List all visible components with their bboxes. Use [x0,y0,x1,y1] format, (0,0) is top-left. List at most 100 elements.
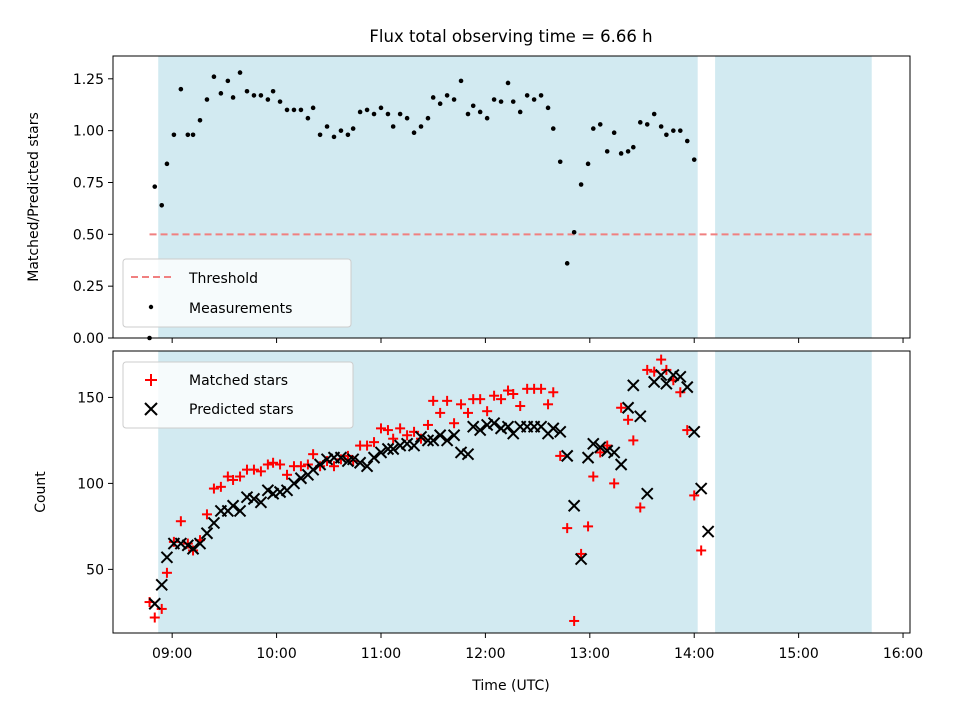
matched-point [536,383,547,394]
predicted-point [701,525,715,538]
matched-point [462,407,473,418]
count-y-ticks: 50 100 150 [77,390,113,578]
predicted-point [353,456,367,469]
measurement-point [371,111,377,117]
measurement-point [225,78,231,84]
measurement-point [625,149,631,154]
matched-point [562,523,573,534]
count-x-ticks: 09:00 10:00 11:00 12:00 13:00 14:00 15:00 16:00 [152,633,923,662]
ratio-y-ticks: 0.00 0.25 0.50 0.75 1.00 1.25 [73,72,113,347]
measurement-point [244,88,250,94]
measurement-point [644,122,650,127]
measurement-point [477,109,483,115]
predicted-point [487,417,501,430]
measurement-point [338,128,344,133]
legend-predicted-label: Predicted stars [189,402,294,418]
measurement-point [585,161,591,167]
series-predicted-stars [148,368,715,610]
measurement-point [258,93,264,98]
matched-point [329,461,340,472]
measurement-point [190,132,196,138]
measurement-point [465,111,471,117]
observing-windows [158,351,872,633]
predicted-point [381,442,395,456]
measurement-point [185,132,191,138]
measurement-point [171,132,177,138]
matched-point [496,394,507,405]
measurement-point [664,132,669,138]
matched-point [555,450,566,461]
measurement-point [637,120,643,125]
measurement-point [604,149,610,154]
predicted-point [447,429,461,442]
x-tick-label: 11:00 [361,646,401,662]
measurement-point [390,124,396,129]
predicted-point [160,551,174,564]
x-tick-label: 15:00 [778,646,818,662]
measurement-point [411,130,417,136]
measurement-point [470,103,476,109]
predicted-point [440,434,454,447]
matched-point [503,385,514,396]
measurement-point [484,115,490,121]
predicted-point [587,437,600,451]
measurement-point [345,132,351,138]
matched-point [235,471,246,482]
measurement-point [571,229,577,235]
matched-point [222,471,233,482]
measurement-point [350,126,356,131]
measurement-point [658,124,664,129]
measurement-point [505,80,511,86]
matched-point [161,567,172,578]
matched-point [675,387,686,398]
matched-point [489,390,500,401]
measurement-point [545,105,551,111]
matched-point [623,414,634,425]
measurement-point [611,130,617,136]
predicted-point [374,446,388,459]
measurement-point [197,117,203,123]
ratio-legend: Threshold Measurements [122,258,352,328]
measurement-point [159,202,165,208]
predicted-point [148,597,161,610]
matched-point [515,401,526,412]
legend-matched-label: Matched stars [189,373,288,389]
predicted-point [367,451,381,464]
predicted-point [581,451,595,464]
measurement-point [498,99,504,104]
matched-point [508,388,519,399]
observing-window-2 [715,56,872,338]
measurement-point [458,78,464,84]
matched-point [388,433,399,444]
legend-threshold-label: Threshold [188,271,258,287]
predicted-point [627,379,640,392]
x-tick-label: 09:00 [152,646,192,662]
count-legend-box [122,361,354,429]
matched-point [642,364,653,375]
ratio-y-axis-label: Matched/Predicted stars [26,112,42,282]
count-y-axis-label: Count [33,471,49,513]
measurement-point [265,97,271,102]
measurement-point [451,97,457,102]
predicted-point [200,527,214,540]
matched-point [215,481,226,492]
measurement-point [378,105,384,111]
matched-point [228,474,239,485]
measurement-point [590,126,596,131]
predicted-point [688,425,701,439]
matched-point [656,354,667,365]
measurement-point [178,86,184,92]
predicted-point [421,434,435,447]
measurement-point [237,70,243,75]
predicted-point [407,439,421,452]
predicted-point [473,423,487,437]
matched-point [442,395,453,406]
matched-point [255,466,266,477]
matched-point [395,423,406,434]
measurement-point [324,124,330,129]
y-tick-label: 100 [77,476,104,492]
matched-point [175,516,186,527]
measurement-point [385,111,391,117]
matched-point [475,394,486,405]
